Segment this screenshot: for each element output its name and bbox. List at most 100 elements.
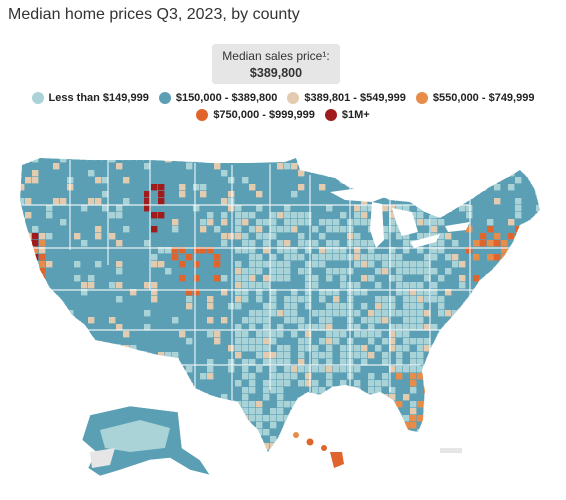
- county-cell: [67, 331, 74, 338]
- county-cell: [144, 177, 151, 184]
- county-cell: [60, 310, 67, 317]
- county-cell: [172, 345, 179, 352]
- county-cell: [109, 170, 116, 177]
- county-cell: [95, 254, 102, 261]
- county-cell: [312, 177, 319, 184]
- legend-item-upper: $389,801 - $549,999: [287, 92, 406, 104]
- county-cell: [193, 303, 200, 310]
- county-cell: [298, 331, 305, 338]
- county-cell: [445, 170, 452, 177]
- county-cell: [20, 380, 25, 387]
- county-cell: [326, 247, 333, 254]
- county-cell: [403, 289, 410, 296]
- county-cell: [81, 331, 88, 338]
- county-cell: [368, 345, 375, 352]
- county-cell: [368, 324, 375, 331]
- county-cell: [32, 247, 39, 254]
- lake-superior: [330, 188, 388, 202]
- county-cell: [200, 219, 207, 226]
- county-cell: [375, 373, 382, 380]
- county-cell: [284, 443, 291, 450]
- county-cell: [67, 401, 74, 408]
- county-cell: [459, 261, 466, 268]
- county-cell: [459, 268, 466, 275]
- county-cell: [291, 359, 298, 366]
- county-cell: [410, 422, 417, 429]
- county-cell: [473, 184, 480, 191]
- county-cell: [543, 429, 549, 435]
- county-cell: [515, 387, 522, 394]
- county-cell: [466, 352, 473, 359]
- county-cell: [214, 408, 221, 415]
- puerto-rico-area: [440, 448, 462, 453]
- county-cell: [480, 163, 487, 170]
- county-cell: [277, 436, 284, 443]
- county-cell: [410, 317, 417, 324]
- county-cell: [480, 408, 487, 415]
- county-cell: [270, 177, 277, 184]
- county-cell: [417, 380, 424, 387]
- county-cell: [410, 443, 417, 450]
- county-cell: [39, 205, 46, 212]
- county-cell: [151, 198, 158, 205]
- county-cell: [529, 415, 536, 422]
- county-cell: [459, 163, 466, 170]
- county-cell: [25, 324, 32, 331]
- county-cell: [144, 233, 151, 240]
- county-cell: [277, 296, 284, 303]
- county-cell: [445, 275, 452, 282]
- county-cell: [501, 240, 508, 247]
- county-cell: [67, 408, 74, 415]
- county-cell: [347, 429, 354, 436]
- county-cell: [102, 296, 109, 303]
- county-cell: [81, 233, 88, 240]
- county-cell: [312, 212, 319, 219]
- county-cell: [431, 373, 438, 380]
- county-cell: [312, 352, 319, 359]
- county-cell: [368, 436, 375, 443]
- county-cell: [487, 254, 494, 261]
- county-cell: [46, 380, 53, 387]
- county-cell: [207, 366, 214, 373]
- county-cell: [361, 359, 368, 366]
- county-cell: [298, 240, 305, 247]
- county-cell: [193, 394, 200, 401]
- county-cell: [95, 205, 102, 212]
- county-cell: [298, 184, 305, 191]
- county-cell: [466, 415, 473, 422]
- county-cell: [25, 373, 32, 380]
- county-cell: [424, 205, 431, 212]
- county-cell: [116, 317, 123, 324]
- county-cell: [417, 247, 424, 254]
- county-cell: [410, 233, 417, 240]
- county-cell: [221, 387, 228, 394]
- county-cell: [459, 436, 466, 443]
- county-cell: [396, 191, 403, 198]
- county-cell: [515, 170, 522, 177]
- county-cell: [529, 261, 536, 268]
- county-cell: [39, 380, 46, 387]
- county-cell: [256, 240, 263, 247]
- county-cell: [522, 401, 529, 408]
- county-cell: [508, 219, 515, 226]
- county-cell: [452, 415, 459, 422]
- county-cell: [529, 303, 536, 310]
- county-cell: [249, 170, 256, 177]
- county-cell: [375, 450, 382, 452]
- county-cell: [263, 345, 270, 352]
- county-cell: [410, 450, 417, 452]
- county-cell: [452, 394, 459, 401]
- county-cell: [53, 324, 60, 331]
- county-cell: [81, 352, 88, 359]
- county-cell: [501, 198, 508, 205]
- lake-ontario: [445, 222, 470, 232]
- county-cell: [396, 254, 403, 261]
- county-cell: [214, 443, 221, 450]
- county-cell: [305, 366, 312, 373]
- county-cell: [186, 254, 193, 261]
- county-cell: [102, 331, 109, 338]
- county-cell: [102, 198, 109, 205]
- county-cell: [284, 387, 291, 394]
- county-cell: [67, 380, 74, 387]
- county-cell: [389, 352, 396, 359]
